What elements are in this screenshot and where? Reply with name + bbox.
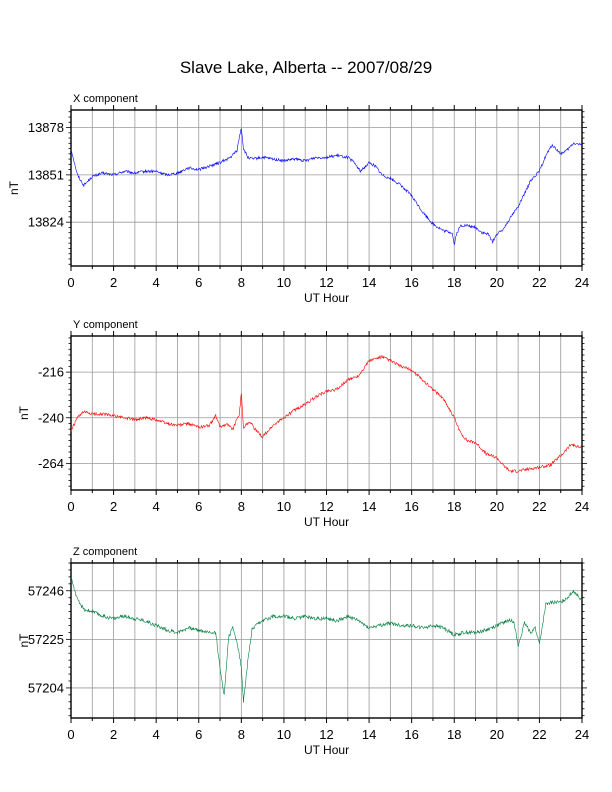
series-line: [70, 354, 583, 474]
x-tick-label: 6: [195, 727, 202, 742]
x-tick-label: 8: [238, 499, 245, 514]
x-axis-label: UT Hour: [304, 515, 349, 529]
y-tick-label: 13824: [28, 215, 64, 230]
y-axis-label: nT: [17, 633, 31, 648]
x-tick-label: 16: [404, 727, 418, 742]
x-tick-label: 10: [277, 499, 291, 514]
y-axis-label: nT: [17, 405, 31, 420]
x-tick-label: 24: [575, 727, 589, 742]
x-tick-label: 6: [195, 275, 202, 290]
x-tick-label: 0: [67, 499, 74, 514]
x-tick-label: 22: [532, 275, 546, 290]
x-tick-label: 16: [404, 275, 418, 290]
x-tick-label: 2: [110, 275, 117, 290]
series-line: [70, 128, 583, 246]
x-tick-label: 4: [153, 727, 160, 742]
x-axis-label: UT Hour: [304, 743, 349, 757]
panel-title: X component: [73, 93, 138, 105]
x-tick-label: 18: [447, 275, 461, 290]
x-tick-label: 8: [238, 727, 245, 742]
y-tick-label: -264: [38, 456, 64, 471]
panel-title: Y component: [73, 319, 138, 331]
x-tick-label: 12: [319, 499, 333, 514]
x-tick-label: 20: [490, 275, 504, 290]
y-tick-label: -216: [38, 365, 64, 380]
x-tick-label: 2: [110, 727, 117, 742]
x-axis-label: UT Hour: [304, 291, 349, 305]
x-tick-label: 0: [67, 275, 74, 290]
x-tick-label: 14: [362, 727, 376, 742]
chart-main-title: Slave Lake, Alberta -- 2007/08/29: [179, 58, 433, 77]
x-tick-label: 20: [490, 727, 504, 742]
x-tick-label: 20: [490, 499, 504, 514]
y-axis-label: nT: [7, 180, 21, 195]
y-tick-label: 13878: [28, 120, 64, 135]
x-tick-label: 12: [319, 275, 333, 290]
x-tick-label: 8: [238, 275, 245, 290]
y-tick-label: 13851: [28, 167, 64, 182]
x-tick-label: 14: [362, 275, 376, 290]
x-tick-label: 2: [110, 499, 117, 514]
x-tick-label: 22: [532, 727, 546, 742]
y-tick-label: 57204: [28, 680, 64, 695]
y-tick-label: 57225: [28, 632, 64, 647]
x-tick-label: 12: [319, 727, 333, 742]
x-tick-label: 6: [195, 499, 202, 514]
x-tick-label: 4: [153, 499, 160, 514]
y-tick-label: 57246: [28, 583, 64, 598]
x-tick-label: 18: [447, 727, 461, 742]
x-tick-label: 24: [575, 275, 589, 290]
y-tick-label: -240: [38, 410, 64, 425]
x-tick-label: 4: [153, 275, 160, 290]
panel-title: Z component: [73, 546, 137, 558]
x-tick-label: 14: [362, 499, 376, 514]
x-tick-label: 18: [447, 499, 461, 514]
series-line: [70, 577, 583, 703]
x-tick-label: 10: [277, 275, 291, 290]
x-tick-label: 16: [404, 499, 418, 514]
x-tick-label: 24: [575, 499, 589, 514]
x-tick-label: 22: [532, 499, 546, 514]
x-tick-label: 10: [277, 727, 291, 742]
x-tick-label: 0: [67, 727, 74, 742]
